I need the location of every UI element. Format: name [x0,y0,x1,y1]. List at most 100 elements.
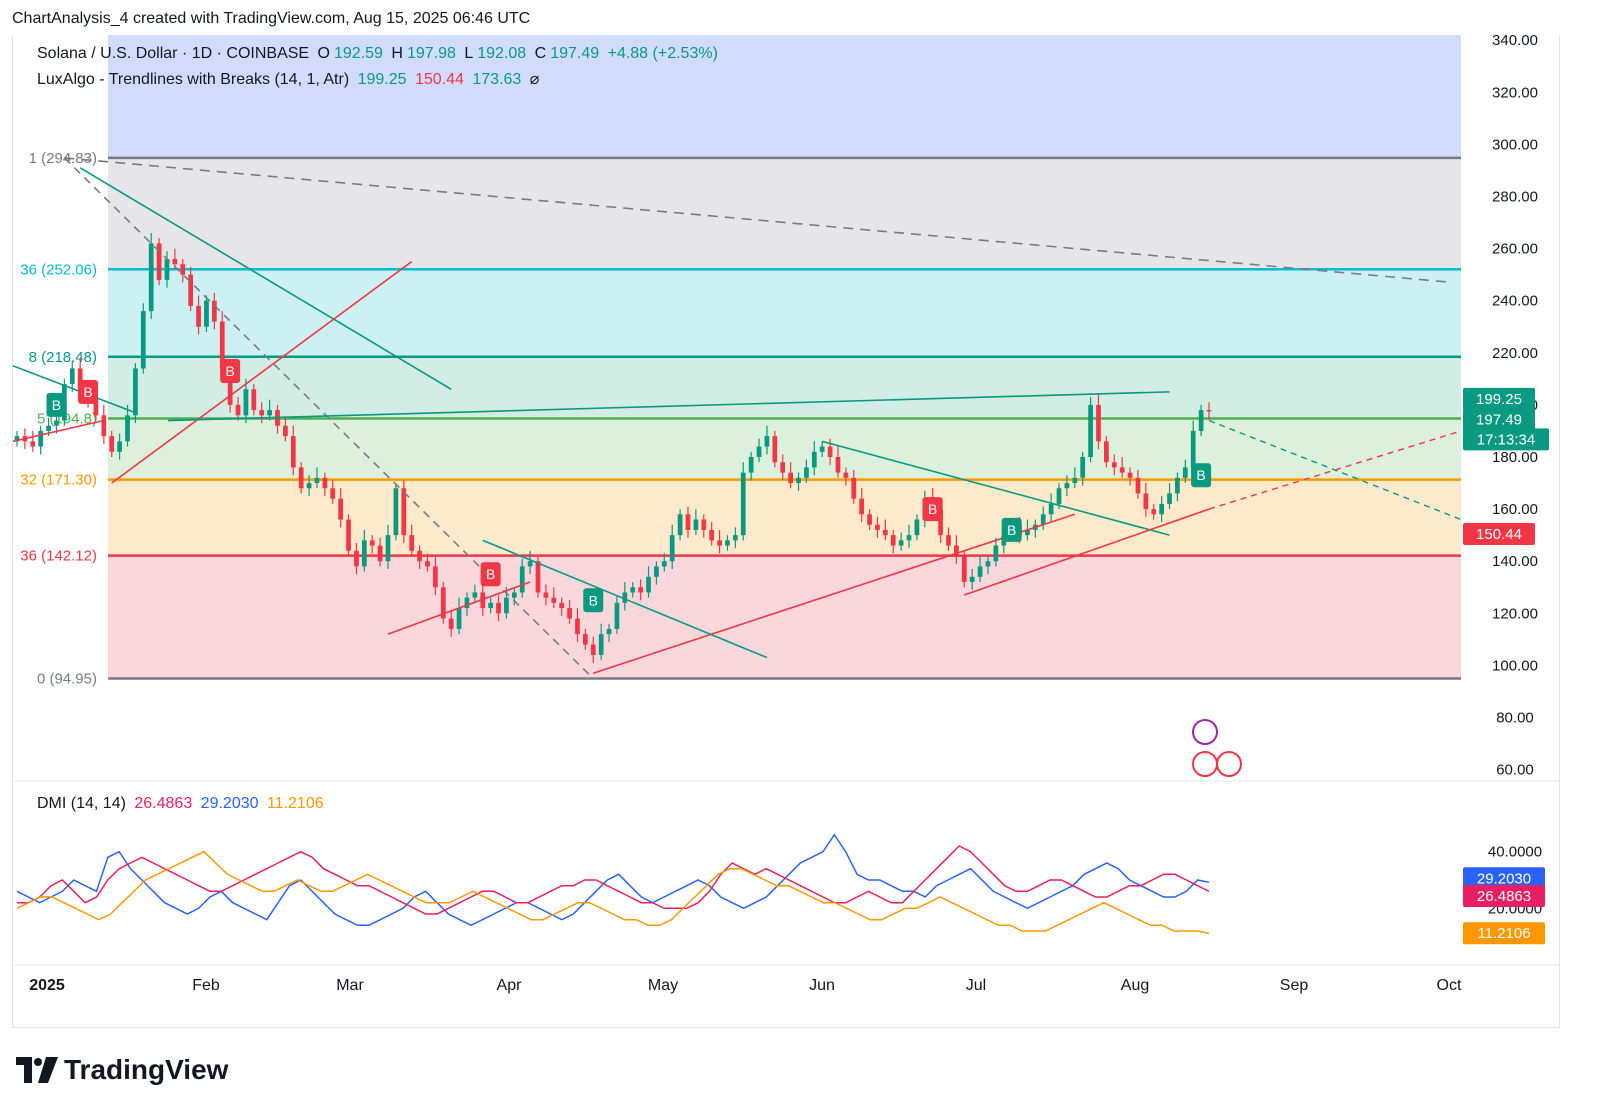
break-marker-bg-4 [583,588,604,613]
candle-body-41 [338,498,344,520]
candle-body-74 [598,634,604,655]
candle-body-124 [993,545,999,562]
x-tick-label-0: 2025 [29,977,65,994]
y-tick-label-2: 300.00 [1492,136,1538,153]
break-marker-bg-1 [78,379,99,404]
candle-body-145 [1159,503,1165,515]
dmi-tick-label-0: 40.0000 [1488,844,1542,861]
fib-label-5: 36 (142.12) [20,548,97,565]
candle-body-27 [227,368,233,405]
candle-body-84 [677,514,683,536]
candle-body-78 [630,587,636,593]
dmi-value-1: 26.4863 [134,795,193,812]
candle-body-135 [1080,456,1086,478]
candle-body-69 [559,602,565,609]
dmi-badge-orange-bg [1463,922,1545,945]
fib-label-6: 0 (94.95) [37,671,97,688]
chart-frame[interactable]: 1 (294.83) 36 (252.06) 8 (218.48) 5 (194.8)… [12,35,1560,1028]
indicator-value-3: 173.63 [472,71,522,88]
candle-body-85 [685,514,691,530]
candle-body-120 [961,555,967,583]
candle-body-146 [1167,493,1172,504]
candle-body-65 [527,561,533,567]
dashed-resistance-long [64,157,1454,284]
candle-body-83 [669,535,675,562]
y-tick-label-0: 340.00 [1492,35,1538,49]
candle-body-143 [1143,493,1149,510]
candle-body-37 [306,483,312,489]
candle-body-30 [251,389,257,411]
price-chart[interactable]: 1 (294.83)36 (252.06)8 (218.48)5 (194.8)… [13,35,1559,1027]
candle-body-60 [488,602,494,609]
candle-body-82 [661,561,667,567]
fib-label-0: 1 (294.83) [29,150,97,167]
dmi-value-3: 11.2106 [266,795,324,812]
dmi-line-pink [17,845,1210,915]
candle-body-79 [638,587,643,593]
uptrend-red-4 [964,508,1210,596]
x-tick-label-5: Jun [809,977,835,994]
candle-body-139 [1111,462,1117,468]
candle-body-148 [1182,467,1188,478]
x-tick-label-4: May [648,977,678,994]
countdown-badge-text: 17:13:34 [1477,431,1535,448]
candle-body-101 [811,451,817,468]
uptrend-red-3 [593,513,1076,674]
candle-body-28 [235,404,241,416]
candle-body-104 [835,456,841,473]
fib-zone-3 [108,356,1461,419]
visibility-icon[interactable]: ⌀ [529,71,540,88]
candle-body-114 [914,519,920,536]
candle-body-46 [377,545,383,562]
event-lightning-icon [1192,719,1218,745]
candle-body-88 [709,529,715,541]
price-badge-lower-bg [1463,522,1535,545]
candle-body-132 [1056,488,1062,504]
break-marker-bg-2 [220,359,241,384]
candle-body-140 [1119,467,1125,473]
candle-body-59 [480,592,486,609]
candle-body-5 [54,420,59,426]
candle-body-63 [511,592,517,598]
candle-body-25 [211,300,217,322]
candle-body-13 [117,441,122,452]
candle-body-91 [732,535,738,541]
candle-body-67 [543,592,549,598]
open-value: 192.59 [334,45,383,62]
candle-body-111 [890,535,896,546]
break-marker-label-6: B [1007,522,1016,538]
price-badge-upper-bg [1463,387,1535,410]
chart-caption: ChartAnalysis_4 created with TradingView… [12,10,531,27]
break-marker-bg-3 [480,562,501,587]
candle-body-112 [898,540,904,546]
candle-body-134 [1072,477,1078,484]
candle-body-123 [985,561,991,567]
candle-body-20 [172,259,178,265]
indicator-value-2: 150.44 [414,71,464,88]
candle-body-54 [440,587,446,619]
downtrend-teal-1 [79,167,452,390]
tradingview-logo-icon [16,1057,58,1083]
close-label: C [534,45,547,62]
candle-body-42 [346,519,351,551]
projected-teal-trend [1208,419,1462,521]
dmi-value-2: 29.2030 [200,795,259,812]
candle-body-24 [204,300,209,327]
candle-body-141 [1127,472,1133,478]
y-tick-label-6: 220.00 [1492,345,1538,362]
candle-body-0 [14,436,20,442]
candle-body-70 [567,608,572,619]
downtrend-teal-2 [482,539,768,659]
candle-body-89 [717,540,722,546]
indicator-name: LuxAlgo - Trendlines with Breaks (14, 1,… [37,71,350,88]
break-marker-label-2: B [225,363,234,379]
candle-body-66 [535,561,541,593]
candle-body-56 [456,608,462,629]
candle-body-12 [109,436,115,452]
indicator-value-1: 199.25 [357,71,407,88]
fib-label-4: 32 (171.30) [20,472,97,489]
candle-body-108 [867,514,872,525]
candle-body-71 [575,618,580,635]
uptrend-red-1 [111,260,413,484]
fib-zone-5 [108,479,1461,556]
